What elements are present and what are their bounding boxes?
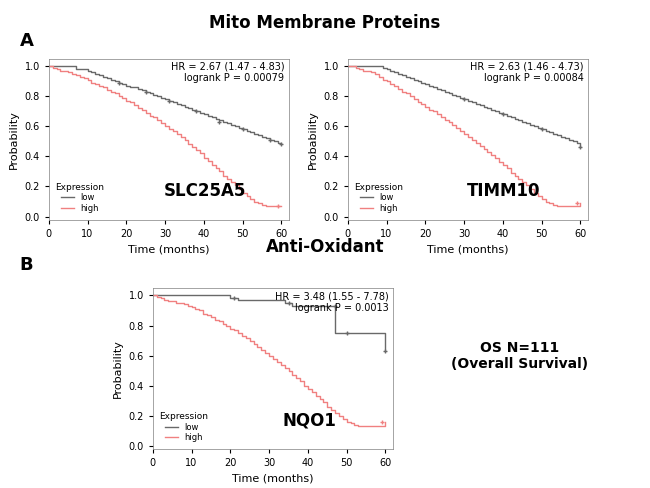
Text: TIMM10: TIMM10 [467,183,541,200]
Y-axis label: Probability: Probability [113,339,123,398]
Legend: low, high: low, high [53,180,107,215]
Y-axis label: Probability: Probability [308,110,318,168]
Text: HR = 2.67 (1.47 - 4.83)
logrank P = 0.00079: HR = 2.67 (1.47 - 4.83) logrank P = 0.00… [171,62,285,83]
Text: Anti-Oxidant: Anti-Oxidant [266,238,384,256]
Text: HR = 3.48 (1.55 - 7.78)
logrank P = 0.0013: HR = 3.48 (1.55 - 7.78) logrank P = 0.00… [275,291,389,313]
X-axis label: Time (months): Time (months) [427,244,509,254]
X-axis label: Time (months): Time (months) [128,244,210,254]
Text: B: B [20,256,33,274]
Text: HR = 2.63 (1.46 - 4.73)
logrank P = 0.00084: HR = 2.63 (1.46 - 4.73) logrank P = 0.00… [470,62,584,83]
Text: OS N=111
(Overall Survival): OS N=111 (Overall Survival) [452,341,588,371]
X-axis label: Time (months): Time (months) [232,473,314,484]
Y-axis label: Probability: Probability [9,110,19,168]
Legend: low, high: low, high [157,409,211,445]
Text: NQO1: NQO1 [282,412,336,429]
Text: A: A [20,32,33,50]
Text: SLC25A5: SLC25A5 [164,183,246,200]
Legend: low, high: low, high [352,180,406,215]
Text: Mito Membrane Proteins: Mito Membrane Proteins [209,14,441,32]
